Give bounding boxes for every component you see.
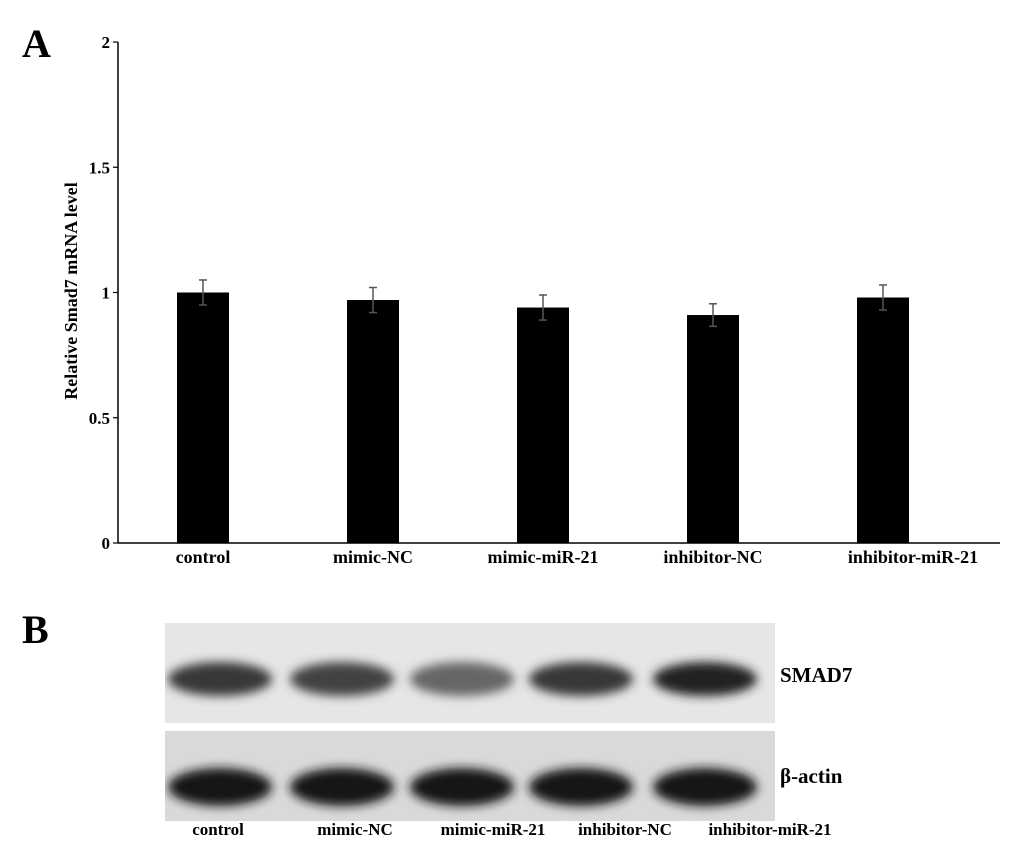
actin-blot — [165, 731, 775, 821]
blot-band — [529, 768, 633, 806]
blot-band — [290, 768, 394, 806]
actin-blot-image — [165, 731, 775, 821]
smad7-blot — [165, 623, 775, 723]
panel-b-letter: B — [22, 607, 49, 652]
y-tick-label: 2 — [102, 33, 111, 52]
chart-bars — [177, 279, 909, 543]
x-tick-label: mimic-NC — [333, 547, 413, 567]
blot-band — [653, 662, 757, 696]
chart-labels: control mimic-NC mimic-miR-21 inhibitor-NC i… — [176, 547, 979, 567]
blot-lane-label: control — [192, 820, 244, 839]
blot-band — [410, 768, 514, 806]
x-tick-label: control — [176, 547, 231, 567]
x-tick-label: inhibitor-miR-21 — [848, 547, 978, 567]
blot-band — [168, 768, 272, 806]
blot-lane-label: mimic-NC — [317, 820, 393, 839]
y-tick-label: 1.5 — [89, 158, 110, 177]
blot-band — [410, 662, 514, 696]
y-tick-label: 0 — [102, 534, 111, 553]
blot-lane-label: inhibitor-NC — [578, 820, 672, 839]
blot-band — [290, 662, 394, 696]
x-tick-label: inhibitor-NC — [663, 547, 762, 567]
y-tick-label: 1 — [102, 284, 111, 303]
blot-lane-label: mimic-miR-21 — [440, 820, 546, 839]
bar-chart: 0 0.5 1 1.5 2 control mimic-NC mimic-miR-21 inh… — [61, 33, 1000, 567]
blot-lane-label: inhibitor-miR-21 — [708, 820, 832, 839]
x-tick-label: mimic-miR-21 — [488, 547, 599, 567]
blot-band — [653, 768, 757, 806]
smad7-label: SMAD7 — [780, 663, 853, 687]
blot-band — [168, 662, 272, 696]
actin-label: β-actin — [780, 764, 843, 788]
bar — [517, 307, 569, 543]
smad7-blot-image — [165, 623, 775, 723]
bar — [177, 292, 229, 543]
blot-lane-labels: control mimic-NC mimic-miR-21 inhibitor-NC i… — [0, 820, 1033, 846]
y-axis-label: Relative Smad7 mRNA level — [61, 182, 81, 399]
bar — [687, 315, 739, 543]
panel-a-letter: A — [22, 21, 51, 66]
blot-band — [529, 662, 633, 696]
y-tick-label: 0.5 — [89, 409, 110, 428]
bar — [347, 300, 399, 543]
bar — [857, 297, 909, 543]
